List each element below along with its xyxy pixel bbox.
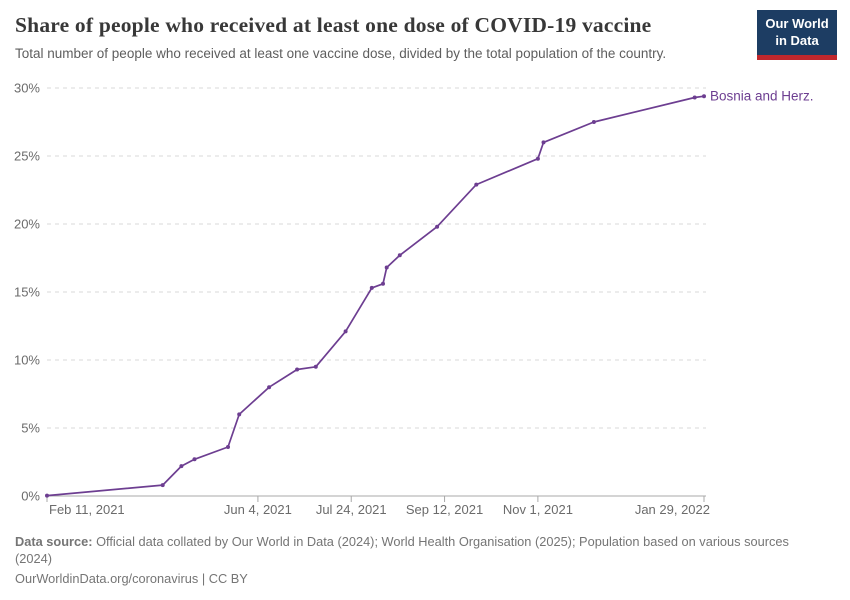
data-point-marker — [435, 224, 440, 229]
data-point-marker — [295, 367, 300, 372]
data-point-marker — [369, 285, 374, 290]
data-point-marker — [541, 140, 546, 145]
y-tick-label: 15% — [14, 285, 40, 300]
owid-logo[interactable]: Our World in Data — [757, 10, 837, 60]
y-tick-label: 10% — [14, 353, 40, 368]
license-link[interactable]: OurWorldinData.org/coronavirus | CC BY — [15, 571, 248, 586]
x-tick-label: Sep 12, 2021 — [406, 502, 483, 517]
owid-logo-line2: in Data — [775, 32, 819, 48]
data-point-marker — [591, 120, 596, 124]
y-tick-label: 30% — [14, 81, 40, 96]
data-point-marker — [226, 445, 230, 449]
y-tick-label: 25% — [14, 149, 40, 164]
data-point-marker — [702, 94, 706, 99]
data-source-note: Data source: Official data collated by O… — [15, 533, 827, 567]
x-tick-label: Jan 29, 2022 — [635, 502, 710, 517]
data-point-marker — [343, 329, 348, 334]
data-point-marker — [160, 483, 165, 488]
x-tick-label: Feb 11, 2021 — [49, 502, 125, 517]
x-tick-label: Jun 4, 2021 — [224, 502, 292, 517]
data-source-text: Official data collated by Our World in D… — [15, 534, 789, 566]
data-point-marker — [692, 95, 697, 100]
page-title: Share of people who received at least on… — [15, 13, 652, 37]
data-point-marker — [237, 412, 242, 417]
data-point-marker — [313, 364, 318, 369]
chart-footer: Data source: Official data collated by O… — [15, 533, 827, 587]
y-tick-label: 20% — [14, 217, 40, 232]
chart-header: Share of people who received at least on… — [15, 13, 755, 61]
data-point-marker — [267, 385, 272, 390]
data-point-marker — [535, 156, 540, 161]
data-point-marker — [381, 281, 385, 286]
y-tick-label: 5% — [21, 421, 40, 436]
series-end-label[interactable]: Bosnia and Herz. — [710, 89, 814, 104]
data-point-marker — [192, 457, 197, 462]
x-tick-label: Nov 1, 2021 — [503, 502, 573, 517]
data-point-marker — [384, 265, 389, 270]
data-point-marker — [45, 493, 49, 498]
data-point-marker — [474, 182, 479, 187]
data-point-marker — [397, 253, 402, 258]
owid-logo-line1: Our World — [765, 16, 829, 31]
data-source-label: Data source: — [15, 534, 93, 549]
chart-subtitle: Total number of people who received at l… — [15, 46, 667, 61]
x-tick-label: Jul 24, 2021 — [316, 502, 387, 517]
data-point-marker — [179, 464, 184, 469]
y-tick-label: 0% — [21, 489, 40, 504]
